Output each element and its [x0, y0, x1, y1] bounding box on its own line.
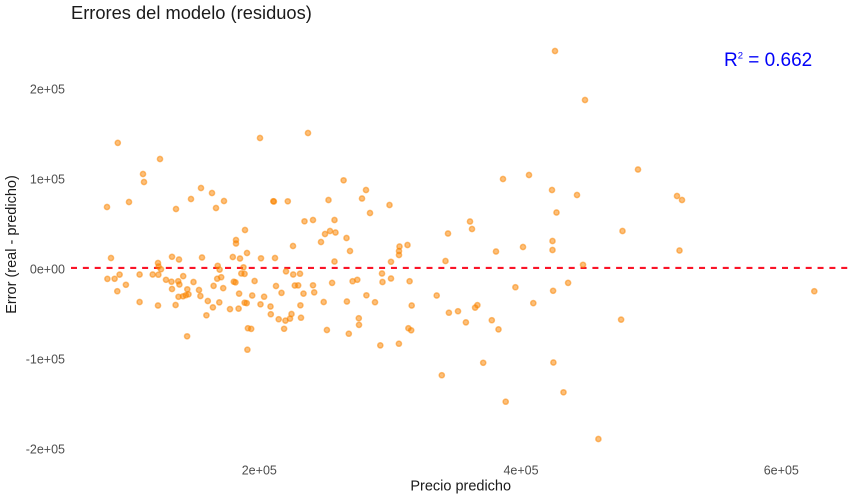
svg-text:6e+05: 6e+05	[764, 463, 799, 477]
svg-text:Precio predicho: Precio predicho	[410, 479, 511, 495]
svg-text:1e+05: 1e+05	[30, 172, 65, 186]
svg-text:2e+05: 2e+05	[242, 463, 277, 477]
svg-text:Error (real - predicho): Error (real - predicho)	[4, 175, 20, 314]
svg-text:4e+05: 4e+05	[503, 463, 538, 477]
svg-text:2e+05: 2e+05	[30, 82, 65, 96]
svg-text:-1e+05: -1e+05	[26, 352, 65, 366]
svg-text:R2 = 0.662: R2 = 0.662	[724, 50, 812, 71]
svg-text:0e+00: 0e+00	[30, 262, 65, 276]
svg-text:Errores del modelo (residuos): Errores del modelo (residuos)	[71, 2, 312, 23]
svg-text:-2e+05: -2e+05	[26, 442, 65, 456]
